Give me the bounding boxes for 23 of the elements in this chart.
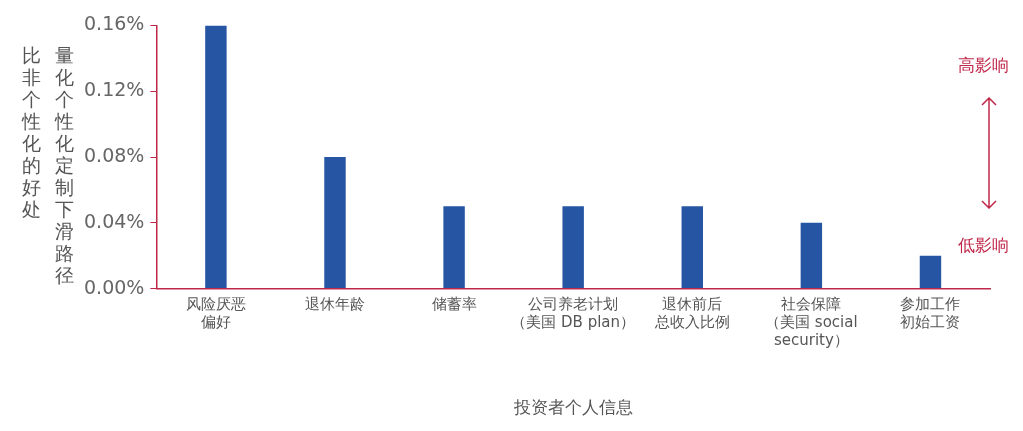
x-axis-title: 投资者个人信息 <box>512 397 633 418</box>
annotation: 低影响 <box>958 234 1009 257</box>
annotation: 高影响 <box>958 54 1009 77</box>
bar <box>443 206 465 289</box>
y-tick-label: 0.12% <box>84 78 145 101</box>
bar <box>681 206 703 289</box>
x-tick-label: 储蓄率 <box>431 295 477 314</box>
x-tick-label: 退休年龄 <box>305 295 365 314</box>
bar <box>919 255 942 289</box>
x-tick-label: 公司养老计划（美国 DB plan） <box>511 295 636 332</box>
x-tick-label: 参加工作初始工资 <box>900 295 961 332</box>
x-tick-label: 退休前后总收入比例 <box>653 295 730 332</box>
bar <box>800 222 823 289</box>
y-tick-label: 0.04% <box>84 209 145 232</box>
bar <box>324 157 346 289</box>
y-tick-label: 0.00% <box>84 275 145 298</box>
bar <box>562 206 584 289</box>
y-tick-label: 0.16% <box>84 12 145 35</box>
y-tick-label: 0.08% <box>84 143 145 166</box>
text: 量化个性化定制下滑路径比非个性化的好处 <box>22 44 74 286</box>
x-tick-label: 风险厌恶偏好 <box>185 295 246 332</box>
x-tick-label: 社会保障（美国 social security） <box>765 295 858 350</box>
bar <box>205 25 227 289</box>
